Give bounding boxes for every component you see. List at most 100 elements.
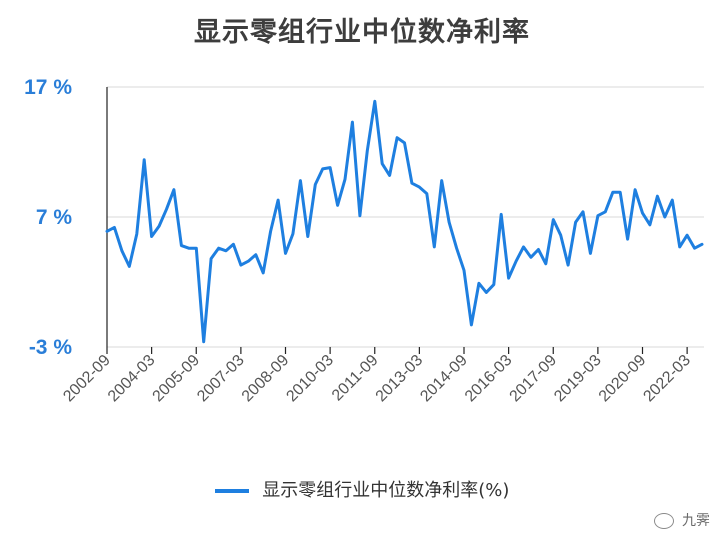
data-point	[239, 263, 243, 267]
x-tick-label: 2020-09	[596, 352, 650, 406]
wechat-icon	[653, 513, 674, 529]
data-point	[291, 232, 295, 236]
data-point	[514, 259, 518, 263]
x-tick-label: 2019-03	[551, 352, 605, 406]
data-point	[306, 235, 310, 239]
data-point	[336, 203, 340, 207]
x-tick-label: 2014-09	[417, 352, 471, 406]
data-point	[410, 181, 414, 185]
data-point	[395, 136, 399, 140]
series-layer	[105, 99, 704, 344]
data-point	[455, 246, 459, 250]
x-tick-label: 2008-09	[239, 352, 293, 406]
legend-label: 显示零组行业中位数净利率(%)	[262, 480, 510, 501]
x-tick-label: 2013-03	[373, 352, 427, 406]
axis-layer	[106, 87, 688, 354]
data-point	[224, 249, 228, 253]
data-point	[566, 263, 570, 267]
chart-title: 显示零组行业中位数净利率	[194, 17, 530, 48]
data-point	[417, 185, 421, 189]
data-point	[432, 245, 436, 249]
legend[interactable]: 显示零组行业中位数净利率(%)	[0, 476, 724, 502]
data-point	[328, 166, 332, 170]
data-point	[165, 207, 169, 211]
data-point	[603, 210, 607, 214]
data-point	[529, 255, 533, 259]
data-point	[403, 141, 407, 145]
x-tick-label: 2016-03	[462, 352, 516, 406]
data-point	[350, 120, 354, 124]
data-point	[626, 237, 630, 241]
data-point	[551, 218, 555, 222]
data-point	[358, 214, 362, 218]
data-point	[321, 167, 325, 171]
x-tick-label: 2022-03	[640, 352, 694, 406]
data-point	[172, 188, 176, 192]
data-point	[135, 232, 139, 236]
data-point	[231, 242, 235, 246]
data-point	[388, 173, 392, 177]
data-point	[700, 242, 704, 246]
x-tick-label: 2007-03	[194, 352, 248, 406]
x-tick-label: 2017-09	[507, 352, 561, 406]
data-point	[596, 214, 600, 218]
data-point	[655, 194, 659, 198]
data-point	[693, 246, 697, 250]
data-point	[284, 251, 288, 255]
data-point	[313, 183, 317, 187]
data-point	[246, 259, 250, 263]
data-point	[105, 229, 109, 233]
data-point	[574, 220, 578, 224]
data-point	[261, 271, 265, 275]
legend-swatch	[214, 489, 249, 493]
data-point	[685, 233, 689, 237]
data-point	[618, 190, 622, 194]
y-tick-labels: -3 % 7 % 17 %	[24, 76, 72, 359]
data-point	[670, 198, 674, 202]
data-point	[425, 192, 429, 196]
data-point	[269, 229, 273, 233]
data-point	[611, 190, 615, 194]
watermark: 九霁	[653, 510, 710, 530]
data-point	[588, 251, 592, 255]
data-point	[209, 257, 213, 261]
data-point	[120, 249, 124, 253]
data-point	[142, 158, 146, 162]
data-point	[462, 268, 466, 272]
data-point	[343, 177, 347, 181]
data-point	[522, 245, 526, 249]
data-point	[440, 179, 444, 183]
data-point	[298, 179, 302, 183]
watermark-text: 九霁	[682, 513, 710, 529]
data-point	[276, 198, 280, 202]
data-point	[447, 220, 451, 224]
data-point	[581, 210, 585, 214]
data-point	[469, 323, 473, 327]
x-tick-label: 2004-03	[105, 352, 159, 406]
data-point	[477, 281, 481, 285]
y-tick-label: 17 %	[24, 76, 72, 99]
data-point	[150, 235, 154, 239]
data-point	[544, 262, 548, 266]
data-point	[127, 264, 131, 268]
x-tick-label: 2005-09	[150, 352, 204, 406]
x-tick-label: 2002-09	[60, 352, 114, 406]
data-point	[202, 340, 206, 344]
data-point	[678, 245, 682, 249]
data-point	[648, 223, 652, 227]
data-point	[157, 224, 161, 228]
data-point	[633, 188, 637, 192]
data-point	[536, 248, 540, 252]
data-point	[380, 162, 384, 166]
data-point	[499, 212, 503, 216]
data-point	[187, 246, 191, 250]
x-tick-labels: 2002-092004-032005-092007-032008-092010-…	[60, 352, 694, 406]
data-point	[254, 253, 258, 257]
data-point	[112, 225, 116, 229]
series-line	[105, 99, 704, 344]
y-tick-label: 7 %	[36, 206, 73, 229]
data-point	[663, 215, 667, 219]
x-tick-label: 2011-09	[329, 352, 382, 405]
data-point	[641, 211, 645, 215]
data-point	[365, 149, 369, 153]
